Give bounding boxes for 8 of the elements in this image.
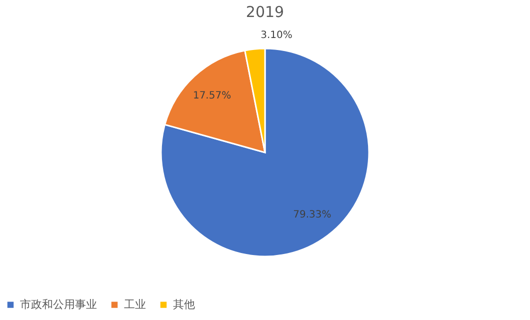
data-label: 3.10% bbox=[260, 30, 292, 42]
legend-label: 其他 bbox=[173, 298, 195, 311]
legend-label: 市政和公用事业 bbox=[20, 298, 97, 311]
chart-title: 2019 bbox=[246, 3, 284, 21]
data-label: 17.57% bbox=[192, 90, 232, 102]
legend-label: 工业 bbox=[124, 298, 146, 311]
pie-slice bbox=[160, 48, 370, 258]
data-label: 79.33% bbox=[293, 210, 332, 221]
